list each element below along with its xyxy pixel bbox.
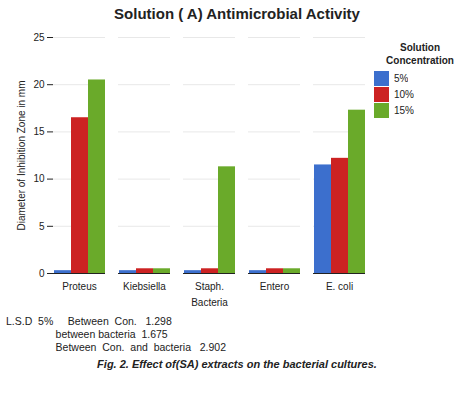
svg-text:Entero: Entero (260, 281, 290, 292)
svg-text:Bacteria: Bacteria (191, 297, 228, 308)
html-text:10%: 10% (394, 89, 414, 100)
svg-text:Kiebsiella: Kiebsiella (123, 281, 166, 292)
html-text:Between Con. and bacteria 2.90: Between Con. and bacteria 2.902 (6, 341, 226, 353)
html-text:between bacteria 1.675: between bacteria 1.675 (6, 328, 168, 340)
html-text:Solution ( A) Antimicrobial Ac: Solution ( A) Antimicrobial Activity (114, 5, 360, 22)
svg-text:25: 25 (33, 32, 45, 43)
html-text:15%: 15% (394, 105, 414, 116)
html-text:Fig. 2. Effect of(SA) extracts: Fig. 2. Effect of(SA) extracts on the ba… (97, 358, 377, 370)
svg-text:0: 0 (39, 268, 45, 279)
svg-text:Diameter of Inhibition Zone in: Diameter of Inhibition Zone in mm (16, 80, 27, 230)
svg-text:Staph.: Staph. (195, 281, 224, 292)
svg-text:Proteus: Proteus (62, 281, 96, 292)
html-text:5%: 5% (394, 73, 409, 84)
html-text:L.S.D 5% Between Con. 1.298: L.S.D 5% Between Con. 1.298 (6, 315, 172, 327)
svg-text:E. coli: E. coli (326, 281, 353, 292)
svg-text:5: 5 (39, 221, 45, 232)
svg-text:10: 10 (33, 173, 45, 184)
svg-text:20: 20 (33, 79, 45, 90)
html-text:Solution Concentration: Solution Concentration (386, 42, 454, 66)
svg-text:15: 15 (33, 126, 45, 137)
